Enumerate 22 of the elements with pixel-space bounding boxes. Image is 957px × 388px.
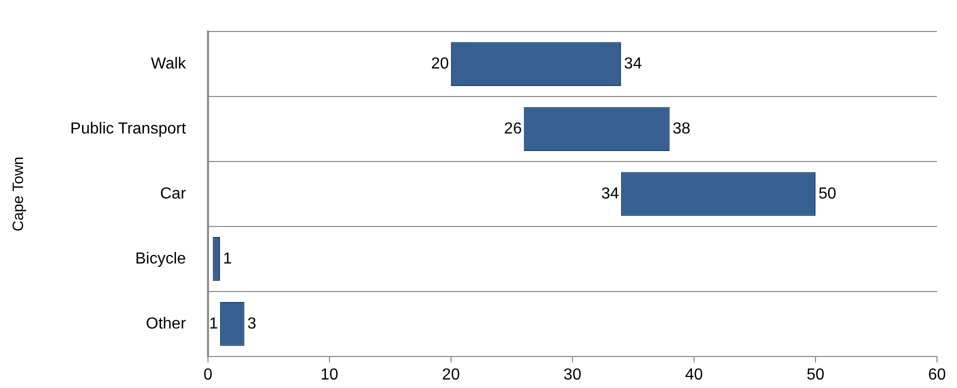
data-label: 34 [624,55,642,72]
x-tick-label: 0 [203,366,212,384]
annotation: 1 [209,315,218,332]
x-tick-label: 60 [928,366,946,384]
data-label: 38 [672,120,691,138]
annotation: 20 [431,55,450,72]
y-tick-label: Public Transport [70,120,186,138]
x-tick-label: 40 [685,366,703,384]
y-tick-label: Other [146,315,187,332]
y-tick-label: Car [160,185,187,202]
y-tick-label: Bicycle [135,250,186,268]
x-tick-label: 10 [320,366,338,384]
data-label: 1 [223,250,232,268]
x-tick-label: 50 [806,366,824,384]
annotation: 26 [504,120,522,138]
x-tick-label: 20 [442,366,460,384]
annotation: 34 [601,185,620,202]
y-axis-title: Cape Town [10,156,28,232]
x-tick-label: 30 [564,366,582,384]
data-label: 50 [818,185,836,202]
y-tick-label: Walk [150,55,187,72]
data-label: 3 [247,315,256,332]
